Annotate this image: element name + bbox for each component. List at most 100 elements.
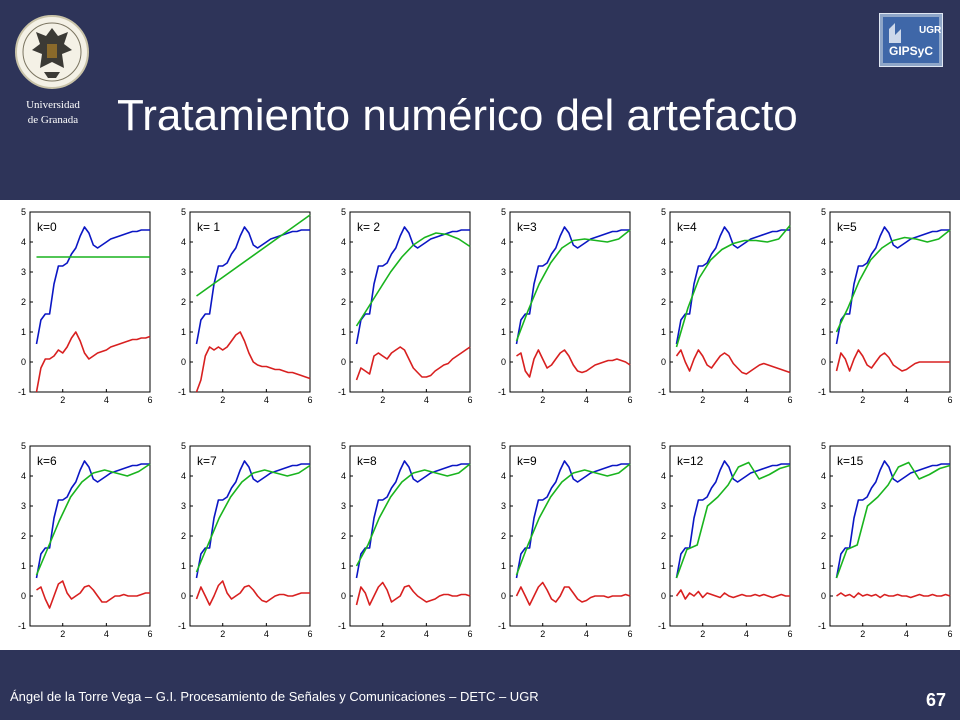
x-tick-label: 4 — [904, 395, 909, 405]
y-tick-label: 2 — [21, 531, 26, 541]
y-tick-label: 0 — [21, 357, 26, 367]
university-crest-logo — [15, 15, 89, 89]
y-tick-label: 5 — [21, 207, 26, 217]
subplot: -1 0 1 2 3 4 5 2 4 6 k=12 — [658, 441, 793, 639]
y-tick-label: 0 — [181, 591, 186, 601]
residual-line — [355, 346, 471, 381]
x-tick-label: 6 — [627, 629, 632, 639]
subplot: -1 0 1 2 3 4 5 2 4 6 k=8 — [338, 441, 473, 639]
y-tick-label: -1 — [818, 387, 826, 397]
y-tick-label: 3 — [21, 501, 26, 511]
y-tick-label: 2 — [501, 297, 506, 307]
x-tick-label: 2 — [220, 629, 225, 639]
fit-line — [675, 224, 791, 348]
y-tick-label: 1 — [501, 561, 506, 571]
signal-line — [515, 226, 630, 345]
subplot-frame — [349, 211, 471, 393]
panel-k-label: k=7 — [197, 454, 217, 468]
y-tick-label: 1 — [661, 561, 666, 571]
y-tick-label: 1 — [341, 327, 346, 337]
y-tick-label: -1 — [18, 387, 26, 397]
x-tick-label: 6 — [947, 629, 952, 639]
x-tick-label: 4 — [264, 629, 269, 639]
signal-line — [675, 226, 790, 345]
y-tick-label: 2 — [341, 297, 346, 307]
subplot-frame — [509, 211, 631, 393]
y-tick-label: 0 — [661, 591, 666, 601]
y-tick-label: 5 — [661, 207, 666, 217]
y-tick-label: -1 — [818, 621, 826, 631]
x-tick-label: 2 — [700, 395, 705, 405]
y-tick-label: 0 — [21, 591, 26, 601]
y-tick-label: 3 — [341, 267, 346, 277]
fit-line — [515, 463, 631, 576]
x-tick-label: 6 — [467, 629, 472, 639]
fit-line — [355, 463, 471, 567]
y-tick-label: 4 — [501, 237, 506, 247]
panel-k-label: k=6 — [37, 454, 57, 468]
subplot: -1 0 1 2 3 4 5 2 4 6 k=7 — [178, 441, 313, 639]
residual-line — [675, 349, 791, 375]
y-tick-label: 0 — [821, 591, 826, 601]
x-tick-label: 4 — [104, 395, 109, 405]
y-tick-label: 2 — [21, 297, 26, 307]
y-tick-label: 5 — [181, 207, 186, 217]
y-tick-label: 2 — [341, 531, 346, 541]
x-tick-label: 6 — [147, 629, 152, 639]
y-tick-label: 1 — [821, 327, 826, 337]
panel-k-label: k=9 — [517, 454, 537, 468]
y-tick-label: -1 — [498, 387, 506, 397]
signal-line — [35, 460, 150, 579]
x-tick-label: 4 — [264, 395, 269, 405]
subplot-frame — [669, 211, 791, 393]
x-tick-label: 4 — [424, 629, 429, 639]
fit-line — [195, 464, 311, 573]
y-tick-label: 3 — [341, 501, 346, 511]
y-tick-label: -1 — [338, 387, 346, 397]
x-tick-label: 2 — [380, 629, 385, 639]
y-tick-label: 1 — [501, 327, 506, 337]
signal-line — [675, 460, 790, 579]
x-tick-label: 6 — [307, 629, 312, 639]
panel-k-label: k= 2 — [357, 220, 380, 234]
fit-line — [835, 229, 951, 333]
residual-line — [35, 331, 151, 393]
y-tick-label: 2 — [661, 297, 666, 307]
y-tick-label: 0 — [661, 357, 666, 367]
y-tick-label: 1 — [181, 561, 186, 571]
y-tick-label: 0 — [341, 591, 346, 601]
panel-k-label: k= 1 — [197, 220, 220, 234]
y-tick-label: -1 — [498, 621, 506, 631]
x-tick-label: 6 — [947, 395, 952, 405]
y-tick-label: 4 — [21, 471, 26, 481]
residual-line — [836, 592, 951, 599]
y-tick-label: 4 — [501, 471, 506, 481]
signal-line — [195, 460, 310, 579]
y-tick-label: 2 — [181, 297, 186, 307]
panel-k-label: k=4 — [677, 220, 697, 234]
fit-line — [355, 232, 471, 327]
y-tick-label: 5 — [501, 441, 506, 451]
subplot: -1 0 1 2 3 4 5 2 4 6 k=0 — [18, 207, 153, 405]
subplot: -1 0 1 2 3 4 5 2 4 6 k=5 — [818, 207, 953, 405]
panel-k-label: k=15 — [837, 454, 864, 468]
x-tick-label: 4 — [424, 395, 429, 405]
fit-line — [675, 461, 791, 579]
x-tick-label: 4 — [584, 395, 589, 405]
y-tick-label: 0 — [341, 357, 346, 367]
y-tick-label: 3 — [821, 267, 826, 277]
x-tick-label: 6 — [467, 395, 472, 405]
residual-line — [515, 581, 631, 606]
slide-header: Universidad de Granada Tratamiento numér… — [0, 0, 960, 200]
x-tick-label: 2 — [540, 395, 545, 405]
subplot: -1 0 1 2 3 4 5 2 4 6 k=4 — [658, 207, 793, 405]
subplot: -1 0 1 2 3 4 5 2 4 6 k=6 — [18, 441, 153, 639]
y-tick-label: 2 — [661, 531, 666, 541]
x-tick-label: 2 — [60, 395, 65, 405]
subplot-frame — [189, 445, 311, 627]
x-tick-label: 6 — [787, 629, 792, 639]
subplot: -1 0 1 2 3 4 5 2 4 6 k= 2 — [338, 207, 473, 405]
residual-line — [835, 349, 950, 372]
y-tick-label: 4 — [341, 237, 346, 247]
y-tick-label: 4 — [661, 237, 666, 247]
